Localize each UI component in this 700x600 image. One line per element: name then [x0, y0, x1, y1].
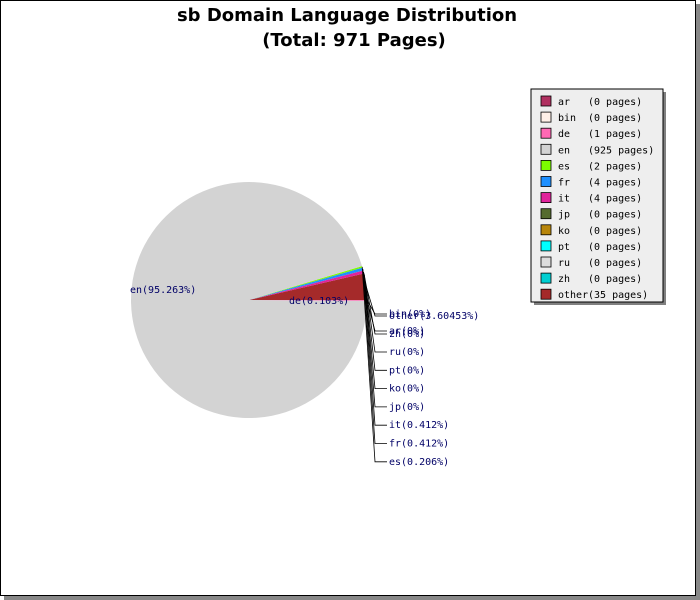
legend-swatch-jp: [540, 208, 552, 220]
pie-slice-fr: [249, 267, 364, 300]
slice-label-ru: ru(0%): [389, 347, 425, 358]
legend-count-de: (1 pages): [588, 129, 642, 140]
legend-name-jp: jp: [558, 210, 570, 221]
legend-swatch-bin: [540, 111, 552, 123]
legend-count-es: (2 pages): [588, 161, 642, 172]
legend-count-ko: (0 pages): [588, 226, 642, 237]
legend-swatch-ru: [540, 256, 552, 268]
slice-label-jp: jp(0%): [389, 402, 425, 413]
pie-slice-en: [131, 182, 367, 419]
slice-label-ko: ko(0%): [389, 384, 425, 395]
leader-line-jp: [363, 273, 387, 408]
pie-slice-de: [249, 300, 368, 301]
legend-swatch-fr: [540, 176, 552, 187]
legend-count-it: (4 pages): [588, 194, 642, 205]
pie-slices: [131, 182, 368, 419]
legend-name-fr: fr: [558, 178, 570, 189]
legend-count-fr: (4 pages): [588, 178, 642, 189]
legend-swatch-pt: [540, 240, 552, 252]
legend-count-bin: (0 pages): [588, 113, 642, 124]
slice-label-ar: ar(0%): [389, 326, 425, 337]
slice-label-es: es(0.206%): [389, 457, 449, 468]
legend-name-es: es: [558, 161, 570, 172]
leader-line-ar: [366, 299, 387, 332]
slice-label-en: en(95.263%): [130, 285, 196, 296]
legend-swatch-ko: [540, 224, 552, 236]
legend-swatch-it: [540, 192, 552, 204]
legend-box: [530, 88, 664, 303]
legend-count-zh: (0 pages): [588, 274, 642, 285]
slice-label-it: it(0.412%): [389, 420, 449, 431]
legend-count-jp: (0 pages): [588, 210, 642, 221]
slice-label-pt: pt(0%): [389, 365, 425, 376]
leader-line-zh: [363, 273, 387, 335]
legend-name-ru: ru: [558, 258, 570, 269]
legend-name-zh: zh: [558, 274, 570, 285]
legend-name-ar: ar: [558, 97, 570, 108]
legend-count-pt: (0 pages): [588, 242, 642, 253]
slice-label-zh: zh(0%): [389, 329, 425, 340]
legend-name-other: other: [558, 290, 588, 301]
pie-slice-other: [249, 273, 367, 300]
legend-swatch-en: [540, 143, 552, 155]
legend-swatch-de: [540, 127, 552, 139]
legend-name-bin: bin: [558, 113, 576, 124]
leader-line-it: [363, 271, 387, 426]
chart-title: sb Domain Language Distribution: [177, 5, 517, 26]
slice-labels: ar(0%) bin(0%) de(0.103%) en(95.263%) es(0.2…: [130, 285, 479, 468]
leader-line-other: [365, 286, 387, 317]
slice-label-leaders: [361, 266, 387, 463]
slice-label-fr: fr(0.412%): [389, 439, 449, 450]
legend-swatch-zh: [540, 272, 552, 284]
legend-count-ar: (0 pages): [588, 97, 642, 108]
slice-label-other: other(3.60453%): [389, 311, 479, 322]
legend-name-ko: ko: [558, 226, 570, 237]
slice-label-de: de(0.103%): [289, 296, 349, 307]
legend-swatch-ar: [540, 95, 552, 107]
legend-name-pt: pt: [558, 242, 570, 253]
leader-line-fr: [362, 269, 387, 444]
legend-name-de: de: [558, 129, 570, 140]
legend: ar (0 pages) bin (0 pages) de (1 pages) en (925…: [530, 88, 666, 305]
legend-name-en: en: [558, 145, 570, 156]
chart-subtitle: (Total: 971 Pages): [262, 30, 446, 51]
leader-line-ko: [363, 273, 387, 390]
legend-count-ru: (0 pages): [588, 258, 642, 269]
leader-line-pt: [363, 273, 387, 371]
legend-swatch-es: [540, 159, 552, 171]
leader-line-ru: [363, 273, 387, 353]
legend-swatch-other: [540, 288, 552, 300]
pie-slice-it: [249, 270, 364, 300]
legend-count-en: (925 pages): [588, 145, 654, 156]
pie-slice-es: [249, 266, 363, 300]
leader-line-es: [361, 266, 387, 463]
legend-count-other: (35 pages): [588, 290, 648, 301]
legend-name-it: it: [558, 194, 570, 205]
slice-label-bin: bin(0%): [389, 309, 431, 320]
